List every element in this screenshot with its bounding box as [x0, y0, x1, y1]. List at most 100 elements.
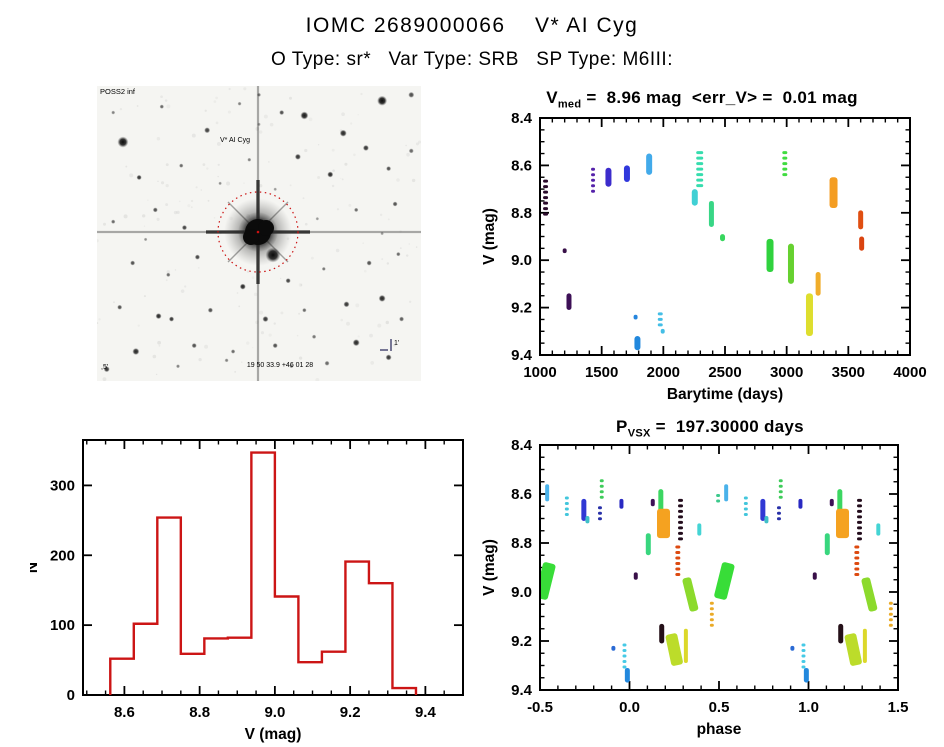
grain	[386, 262, 390, 265]
grain	[259, 184, 263, 188]
x-tick-label: 1000	[523, 364, 556, 381]
grain	[246, 341, 250, 345]
data-cluster	[657, 312, 663, 327]
data-cluster	[650, 498, 655, 507]
grain	[331, 184, 335, 188]
grain	[411, 178, 416, 183]
grain	[405, 254, 409, 257]
grain	[143, 225, 146, 227]
data-cluster	[709, 601, 714, 627]
grain	[406, 152, 410, 157]
grain	[288, 96, 292, 100]
grain	[385, 320, 389, 325]
x-tick-label: 8.6	[114, 704, 135, 721]
grain	[360, 92, 363, 96]
data-cluster	[812, 572, 817, 580]
data-cluster	[657, 508, 671, 539]
grain	[298, 283, 303, 287]
period-value: = 197.30000 days	[650, 417, 804, 436]
data-cluster	[876, 523, 881, 536]
field-star	[380, 231, 384, 236]
grain	[157, 180, 159, 183]
x-axis-label: Barytime (days)	[667, 386, 783, 403]
target-star-core	[258, 220, 274, 236]
x-tick-label: 2500	[708, 364, 741, 381]
grain	[341, 178, 344, 181]
data-cluster	[599, 479, 604, 499]
field-star	[181, 225, 188, 231]
grain	[217, 163, 220, 166]
y-axis-label: N	[30, 562, 41, 573]
grain	[298, 312, 301, 315]
data-cluster	[798, 498, 803, 509]
field-star	[103, 366, 110, 373]
grain	[207, 199, 210, 202]
field-star	[408, 148, 414, 154]
field-star	[136, 174, 142, 181]
median-magnitude-symbol: V	[546, 88, 558, 107]
grain	[215, 96, 218, 100]
data-cluster	[803, 667, 809, 683]
field-star	[191, 343, 197, 349]
field-star	[237, 101, 242, 106]
grain	[97, 322, 99, 325]
data-cluster	[591, 167, 596, 193]
grain	[197, 266, 200, 269]
grain	[137, 324, 140, 327]
data-cluster	[611, 645, 616, 651]
y-tick-label: 8.8	[511, 205, 532, 222]
y-tick-label: 8.6	[511, 157, 532, 174]
grain	[370, 361, 375, 365]
data-cluster	[760, 498, 766, 521]
field-star	[396, 251, 401, 257]
data-cluster	[619, 498, 624, 509]
y-tick-label: 100	[50, 617, 75, 634]
grain	[377, 323, 382, 328]
field-star	[179, 163, 184, 168]
data-cluster	[824, 533, 830, 556]
grain	[103, 222, 106, 226]
corner-label: ,5'	[101, 364, 108, 371]
x-tick-label: 9.0	[264, 704, 285, 721]
barytime-plot-title: Vmed = 8.96 mag <err_V> = 0.01 mag	[460, 88, 944, 110]
grain	[331, 148, 335, 152]
grain	[119, 107, 123, 111]
field-star	[111, 219, 116, 224]
grain	[251, 276, 255, 279]
grain	[269, 122, 274, 127]
grain	[191, 133, 196, 138]
grain	[102, 377, 107, 381]
grain	[184, 285, 187, 288]
grain	[369, 333, 373, 338]
data-cluster	[658, 489, 664, 514]
data-cluster	[564, 496, 569, 516]
grain	[396, 178, 400, 182]
field-star	[385, 354, 392, 361]
field-star	[262, 316, 269, 323]
grain	[198, 357, 202, 362]
grain	[246, 270, 250, 273]
grain	[129, 173, 134, 178]
grain	[315, 378, 320, 381]
field-star	[386, 166, 392, 172]
field-star	[324, 360, 330, 366]
x-tick-label: 0.0	[619, 699, 640, 716]
grain	[202, 163, 206, 166]
period-subscript: VSX	[627, 427, 651, 440]
data-cluster	[659, 623, 665, 644]
grain	[279, 277, 282, 280]
field-star	[408, 91, 415, 98]
companion-star	[265, 247, 281, 263]
data-cluster	[691, 189, 698, 206]
field-star	[300, 111, 309, 120]
grain	[258, 130, 263, 134]
data-cluster	[787, 243, 794, 284]
data-cluster	[541, 494, 542, 502]
grain	[241, 361, 243, 363]
data-cluster	[790, 645, 795, 651]
grain	[166, 104, 171, 109]
data-cluster	[622, 643, 627, 669]
grain	[381, 258, 384, 261]
y-tick-label: 8.8	[511, 535, 532, 552]
